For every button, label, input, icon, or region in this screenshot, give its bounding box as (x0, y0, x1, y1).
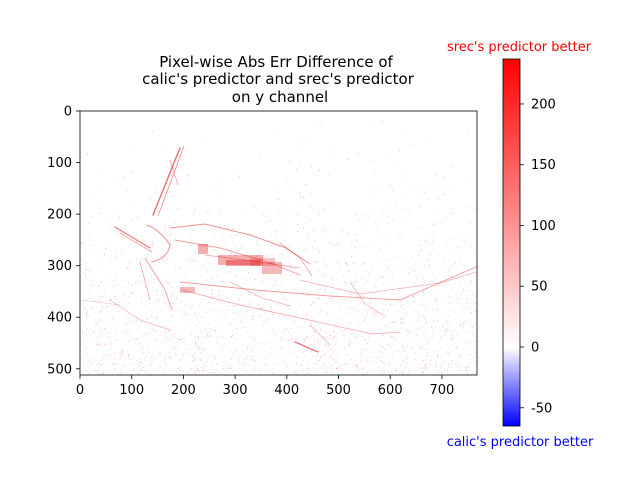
colorbar-tick-label: 50 (531, 280, 548, 295)
y-tick-label: 100 (47, 156, 72, 171)
x-tick-label: 0 (76, 383, 84, 398)
chart-title-line-3: on y channel (232, 88, 328, 106)
y-tick-label: 500 (47, 362, 72, 377)
chart-title-line-1: Pixel-wise Abs Err Difference of (159, 53, 393, 71)
colorbar-tick-label: 100 (531, 219, 556, 234)
x-tick-label: 600 (378, 383, 403, 398)
colorbar-tick-label: 150 (531, 158, 556, 173)
colorbar: srec's predictor better -50050100150200 … (447, 40, 594, 450)
x-tick-label: 100 (119, 383, 144, 398)
colorbar-tick-label: 200 (531, 97, 556, 112)
colorbar-ticks: -50 0 50 100 150 200 (520, 97, 556, 416)
colorbar-tick-label: 0 (531, 341, 539, 356)
colorbar-tick-label: -50 (531, 401, 552, 416)
chart-title-line-2: calic's predictor and srec's predictor (142, 70, 415, 88)
x-tick-label: 700 (429, 383, 454, 398)
y-tick-label: 0 (64, 105, 72, 120)
x-tick-label: 400 (274, 383, 299, 398)
y-axis: 0 100 200 300 400 500 (47, 105, 80, 377)
x-tick-label: 500 (326, 383, 351, 398)
y-tick-label: 400 (47, 311, 72, 326)
x-tick-label: 300 (223, 383, 248, 398)
x-tick-label: 200 (171, 383, 196, 398)
heatmap-speckle (80, 120, 478, 376)
heatmap-edges (81, 145, 477, 353)
x-axis: 0 100 200 300 400 500 600 700 (76, 375, 454, 398)
heatmap-hotspots (180, 244, 282, 293)
colorbar-gradient (502, 58, 521, 427)
y-tick-label: 300 (47, 259, 72, 274)
colorbar-top-label: srec's predictor better (447, 40, 592, 55)
colorbar-bottom-label: calic's predictor better (447, 435, 594, 450)
y-tick-label: 200 (47, 208, 72, 223)
heatmap-image (79, 110, 478, 376)
